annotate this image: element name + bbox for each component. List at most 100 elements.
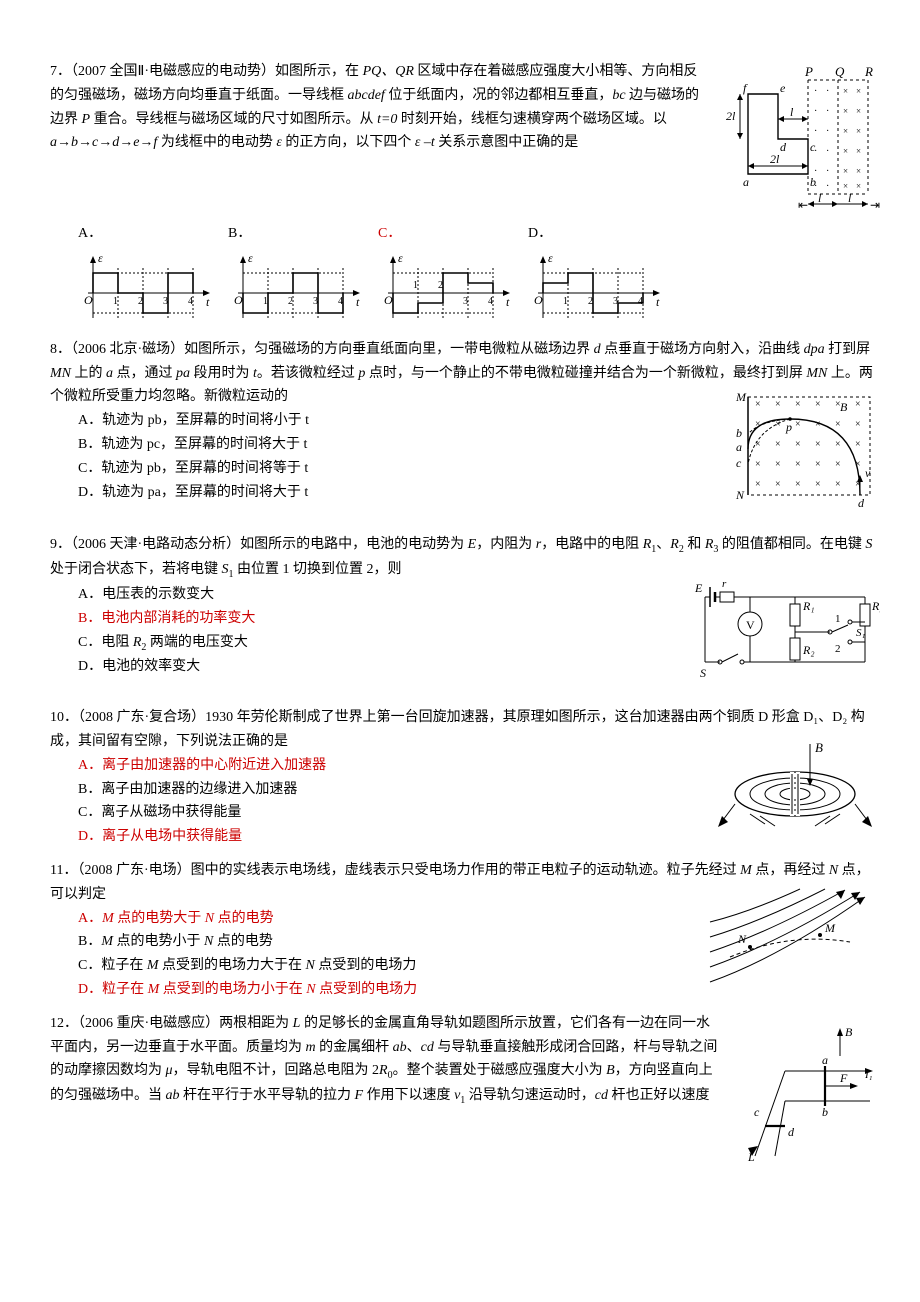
svg-text:N: N: [737, 932, 747, 946]
svg-text:t: t: [206, 295, 210, 309]
svg-text:·: ·: [826, 106, 829, 117]
svg-text:R₃: R₃: [871, 599, 880, 613]
svg-text:×: ×: [795, 399, 801, 410]
question-12: a b c d B F I₁ L: [50, 1012, 880, 1170]
q7-Q: Q: [835, 64, 845, 79]
svg-text:×: ×: [856, 126, 861, 136]
svg-text:M: M: [735, 390, 747, 404]
svg-text:R₁: R₁: [802, 599, 815, 613]
svg-text:d: d: [858, 496, 865, 510]
svg-text:O: O: [84, 293, 93, 307]
svg-text:f: f: [743, 81, 748, 95]
svg-text:×: ×: [855, 439, 861, 450]
svg-text:×: ×: [843, 146, 848, 156]
svg-text:×: ×: [856, 86, 861, 96]
svg-text:×: ×: [835, 439, 841, 450]
svg-text:O: O: [234, 293, 243, 307]
svg-text:S₁: S₁: [856, 627, 866, 639]
q7-optA: A．: [78, 222, 102, 246]
q10-figure: B: [710, 734, 880, 844]
svg-text:⇤: ⇤: [798, 198, 808, 212]
svg-text:·: ·: [826, 126, 829, 137]
svg-text:O: O: [534, 293, 543, 307]
svg-text:c: c: [810, 140, 816, 154]
svg-text:×: ×: [843, 126, 848, 136]
svg-text:t: t: [506, 295, 510, 309]
svg-text:a: a: [743, 175, 749, 189]
question-8: 8．（2006 北京·磁场）如图所示，匀强磁场的方向垂直纸面向里，一带电微粒从磁…: [50, 338, 880, 524]
svg-text:O: O: [384, 293, 393, 307]
svg-text:·: ·: [826, 166, 829, 177]
q8-figure: ×××××× ×××××× ×××××× ×××××× ×××××× M N: [700, 389, 880, 519]
q7-graphA: ε t O 1 2 3 4: [78, 248, 218, 328]
svg-text:b: b: [822, 1105, 828, 1119]
svg-text:×: ×: [843, 106, 848, 116]
svg-text:×: ×: [843, 166, 848, 176]
svg-text:×: ×: [795, 419, 801, 430]
svg-text:×: ×: [815, 479, 821, 490]
svg-text:S: S: [700, 666, 706, 680]
svg-text:2l: 2l: [770, 152, 780, 166]
q7-graphB: ε t O 1 2 3 4: [228, 248, 368, 328]
question-7: P Q R ·· ·· ·· ·· ·· ··: [50, 60, 880, 328]
svg-text:2: 2: [288, 296, 293, 307]
svg-text:⇥: ⇥: [870, 198, 880, 212]
svg-text:c: c: [736, 456, 742, 470]
svg-text:F: F: [839, 1071, 848, 1085]
q12-text: 12．（2006 重庆·电磁感应）两根相距为 L 的足够长的金属直角导轨如题图所…: [50, 1016, 717, 1103]
svg-text:p: p: [785, 420, 792, 434]
q7-optC: C．: [378, 222, 401, 246]
svg-text:d: d: [788, 1125, 795, 1139]
q7-graphD: ε t O 1 2 3 4: [528, 248, 668, 328]
q7-optB: B．: [228, 222, 251, 246]
svg-text:4: 4: [488, 296, 493, 307]
q12-figure: a b c d B F I₁ L: [730, 1016, 880, 1166]
svg-text:ε: ε: [248, 251, 253, 265]
svg-text:B: B: [815, 740, 823, 755]
svg-text:×: ×: [843, 86, 848, 96]
svg-text:a: a: [822, 1053, 828, 1067]
svg-text:×: ×: [755, 439, 761, 450]
svg-text:l: l: [818, 191, 822, 205]
svg-text:3: 3: [463, 296, 468, 307]
svg-text:×: ×: [843, 181, 848, 191]
svg-text:×: ×: [815, 399, 821, 410]
svg-text:R₂: R₂: [802, 643, 815, 657]
svg-text:ε: ε: [98, 251, 103, 265]
question-9: 9．（2006 天津·电路动态分析）如图所示的电路中，电池的电动势为 E，内阻为…: [50, 533, 880, 696]
svg-text:×: ×: [795, 439, 801, 450]
svg-text:1: 1: [563, 296, 568, 307]
svg-text:1: 1: [413, 280, 418, 291]
svg-text:×: ×: [856, 166, 861, 176]
svg-text:B: B: [840, 400, 848, 414]
svg-text:ε: ε: [548, 251, 553, 265]
svg-text:4: 4: [188, 296, 193, 307]
q9-figure: E r S V: [680, 562, 880, 692]
q7-graphC: ε t O 1 2 3 4: [378, 248, 518, 328]
svg-text:r: r: [722, 578, 727, 590]
q7-svg: P Q R ·· ·· ·· ·· ·· ··: [710, 64, 880, 214]
q7-figure: P Q R ·· ·· ·· ·· ·· ··: [710, 64, 880, 214]
svg-text:×: ×: [795, 479, 801, 490]
svg-text:×: ×: [775, 399, 781, 410]
svg-text:×: ×: [775, 459, 781, 470]
question-11: 11．（2008 广东·电场）图中的实线表示电场线，虚线表示只受电场力作用的带正…: [50, 859, 880, 1002]
svg-text:×: ×: [815, 439, 821, 450]
svg-text:×: ×: [775, 479, 781, 490]
svg-text:l: l: [848, 191, 852, 205]
svg-text:×: ×: [755, 399, 761, 410]
svg-text:·: ·: [814, 86, 817, 97]
svg-text:a: a: [736, 440, 742, 454]
svg-text:×: ×: [755, 459, 761, 470]
svg-text:×: ×: [835, 459, 841, 470]
svg-text:N: N: [735, 488, 745, 502]
svg-text:2: 2: [835, 643, 841, 655]
svg-text:e: e: [780, 81, 786, 95]
svg-text:d: d: [780, 140, 787, 154]
svg-text:·: ·: [814, 106, 817, 117]
svg-text:V: V: [746, 618, 755, 632]
svg-text:×: ×: [815, 419, 821, 430]
q7-graphs: A． ε t O 1 2 3 4: [50, 222, 880, 328]
svg-text:l: l: [790, 105, 794, 119]
q11-figure: M N: [700, 887, 880, 997]
